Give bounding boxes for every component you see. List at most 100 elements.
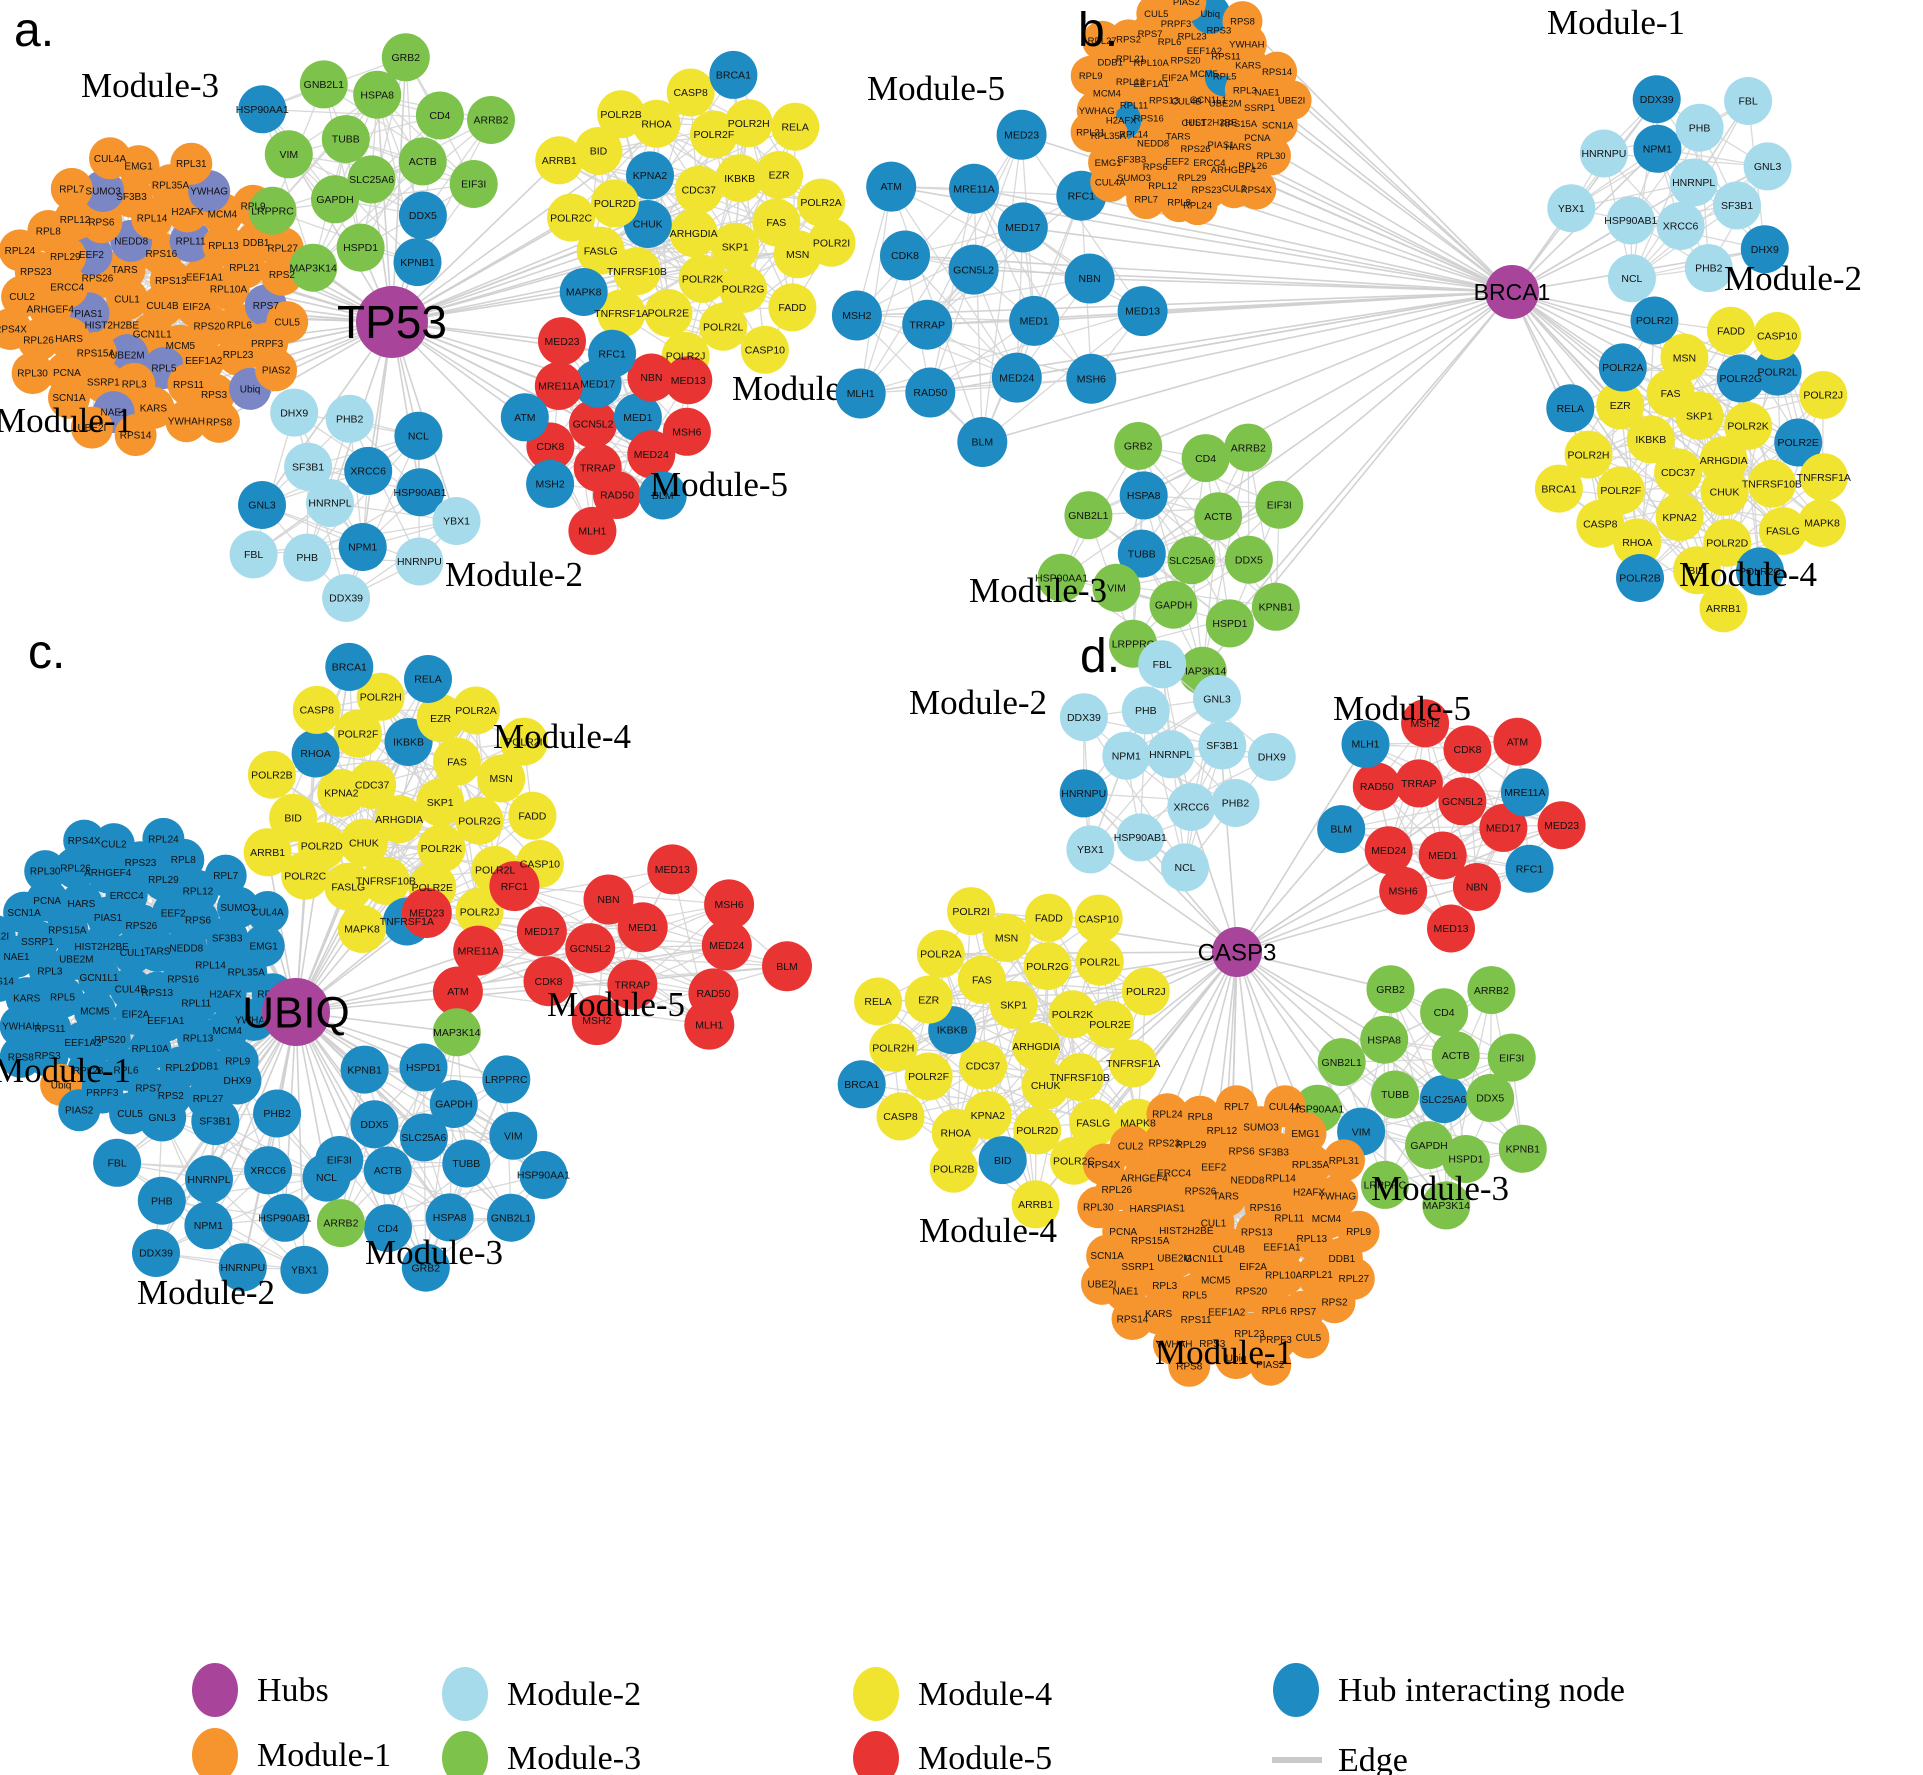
node-TUBB	[442, 1139, 491, 1188]
node-CDC37	[674, 165, 723, 214]
node-POLR2J	[1121, 967, 1170, 1016]
node-CD4	[364, 1204, 412, 1253]
node-MSH2	[831, 290, 882, 341]
module-caption-b-module-1: Module-1	[1547, 3, 1685, 42]
panel-b: GCN5L2MED1TRRAPMED17MED24CDK8NBNRAD50MRE…	[831, 0, 1862, 695]
node-RHOA	[1613, 518, 1662, 567]
node-POLR2H	[356, 672, 405, 721]
node-POLR2I	[947, 887, 996, 936]
node-MED24	[627, 430, 676, 479]
node-MED23	[538, 317, 586, 366]
node-RPL31	[170, 142, 213, 185]
node-RPL7	[1215, 1085, 1258, 1128]
node-RPL7	[204, 854, 247, 897]
node-TNFRSF10B	[361, 856, 410, 905]
node-CDC37	[959, 1041, 1007, 1090]
node-ARRB1	[1011, 1180, 1060, 1229]
hub-label-TP53: TP53	[337, 296, 447, 348]
hub-edge	[1236, 951, 1391, 990]
node-RPL24	[142, 817, 185, 860]
node-DHX9	[1247, 733, 1296, 781]
node-FBL	[1138, 640, 1187, 689]
node-CASP10	[1753, 312, 1802, 360]
node-ATM	[432, 966, 483, 1017]
node-UBE2I	[0, 915, 16, 957]
node-RPL31	[1323, 1139, 1365, 1182]
node-POLR2G	[1023, 942, 1072, 991]
node-KPNB1	[1498, 1124, 1547, 1173]
node-RPL30	[11, 352, 54, 395]
hub-edge	[391, 57, 407, 323]
module-caption-d-module-5: Module-5	[1333, 689, 1471, 728]
node-BRCA1	[325, 642, 374, 691]
node-GNB2L1	[299, 60, 348, 109]
node-MED1	[617, 902, 668, 953]
node-MED13	[664, 356, 713, 405]
hub-label-CASP3: CASP3	[1198, 939, 1277, 966]
panel-d: HNRNPLXRCC6NPM1SF3B1HSP90AB1PHBPHB2HNRNP…	[837, 630, 1586, 1387]
node-ARHGDIA	[1012, 1022, 1061, 1071]
node-PHB	[283, 533, 332, 582]
node-ACTB	[363, 1146, 412, 1195]
node-BLM	[957, 417, 1008, 467]
hub-edge	[295, 1011, 507, 1081]
edge	[636, 134, 715, 272]
hub-edge	[973, 268, 1513, 293]
edge	[621, 312, 766, 351]
node-RPS8	[0, 1035, 42, 1078]
node-HNRNPL	[306, 479, 354, 527]
edge	[860, 186, 892, 394]
panel-letter-c: c.	[28, 626, 65, 679]
node-YBX1	[432, 497, 481, 545]
hub-edge	[1079, 951, 1238, 1078]
node-POLR2F	[904, 1052, 953, 1101]
edge	[926, 134, 1023, 325]
node-MSN	[1660, 333, 1709, 382]
hub-edge	[376, 94, 393, 323]
node-XRCC6	[344, 446, 393, 495]
node-PHB2	[1211, 779, 1260, 827]
hub-edge	[1229, 291, 1513, 624]
edge	[973, 188, 983, 443]
node-SF3B1	[1198, 721, 1247, 770]
node-HSPD1	[1441, 1135, 1490, 1183]
node-HSP90AB1	[1606, 196, 1655, 245]
node-RPL24	[1177, 185, 1218, 226]
node-SF3B1	[284, 442, 333, 491]
node-KPNA2	[317, 769, 366, 817]
node-MAP3K14	[432, 1008, 481, 1057]
module-caption-c-module-2: Module-2	[137, 1273, 275, 1312]
node-POLR2K	[1724, 402, 1773, 450]
edge	[387, 1032, 458, 1171]
edge	[1083, 716, 1186, 868]
panel-letter-a: a.	[14, 4, 54, 57]
node-SLC25A6	[1167, 536, 1216, 585]
edge	[1341, 791, 1526, 830]
node-GNB2L1	[487, 1193, 535, 1242]
node-FAS	[957, 955, 1006, 1004]
legend-hub-interacting-node-label: Hub interacting node	[1338, 1672, 1625, 1709]
legend-hub-interacting-node-swatch	[1273, 1663, 1319, 1717]
node-MSN	[477, 754, 526, 803]
hub-edge	[982, 291, 1513, 443]
module-caption-c-module-5: Module-5	[547, 985, 685, 1024]
node-MED13	[1117, 286, 1168, 337]
node-CASP10	[1074, 894, 1123, 943]
node-DDX5	[398, 191, 447, 240]
node-GNL3	[138, 1093, 187, 1142]
node-RAD50	[1352, 762, 1401, 811]
node-POLR2J	[1799, 371, 1848, 419]
node-RPS4X	[1082, 1143, 1125, 1186]
node-NCL	[394, 411, 443, 460]
node-MED1	[1009, 295, 1060, 346]
node-CASP8	[292, 685, 341, 734]
module-caption-a-module-5: Module-5	[650, 465, 788, 504]
legend-module-5-label: Module-5	[918, 1740, 1052, 1775]
node-FASLG	[324, 862, 373, 911]
node-POLR2H	[724, 99, 773, 148]
node-RPL30	[1251, 135, 1291, 176]
node-CASP8	[876, 1092, 925, 1141]
node-GAPDH	[1405, 1121, 1454, 1170]
node-layer-a	[0, 33, 856, 622]
